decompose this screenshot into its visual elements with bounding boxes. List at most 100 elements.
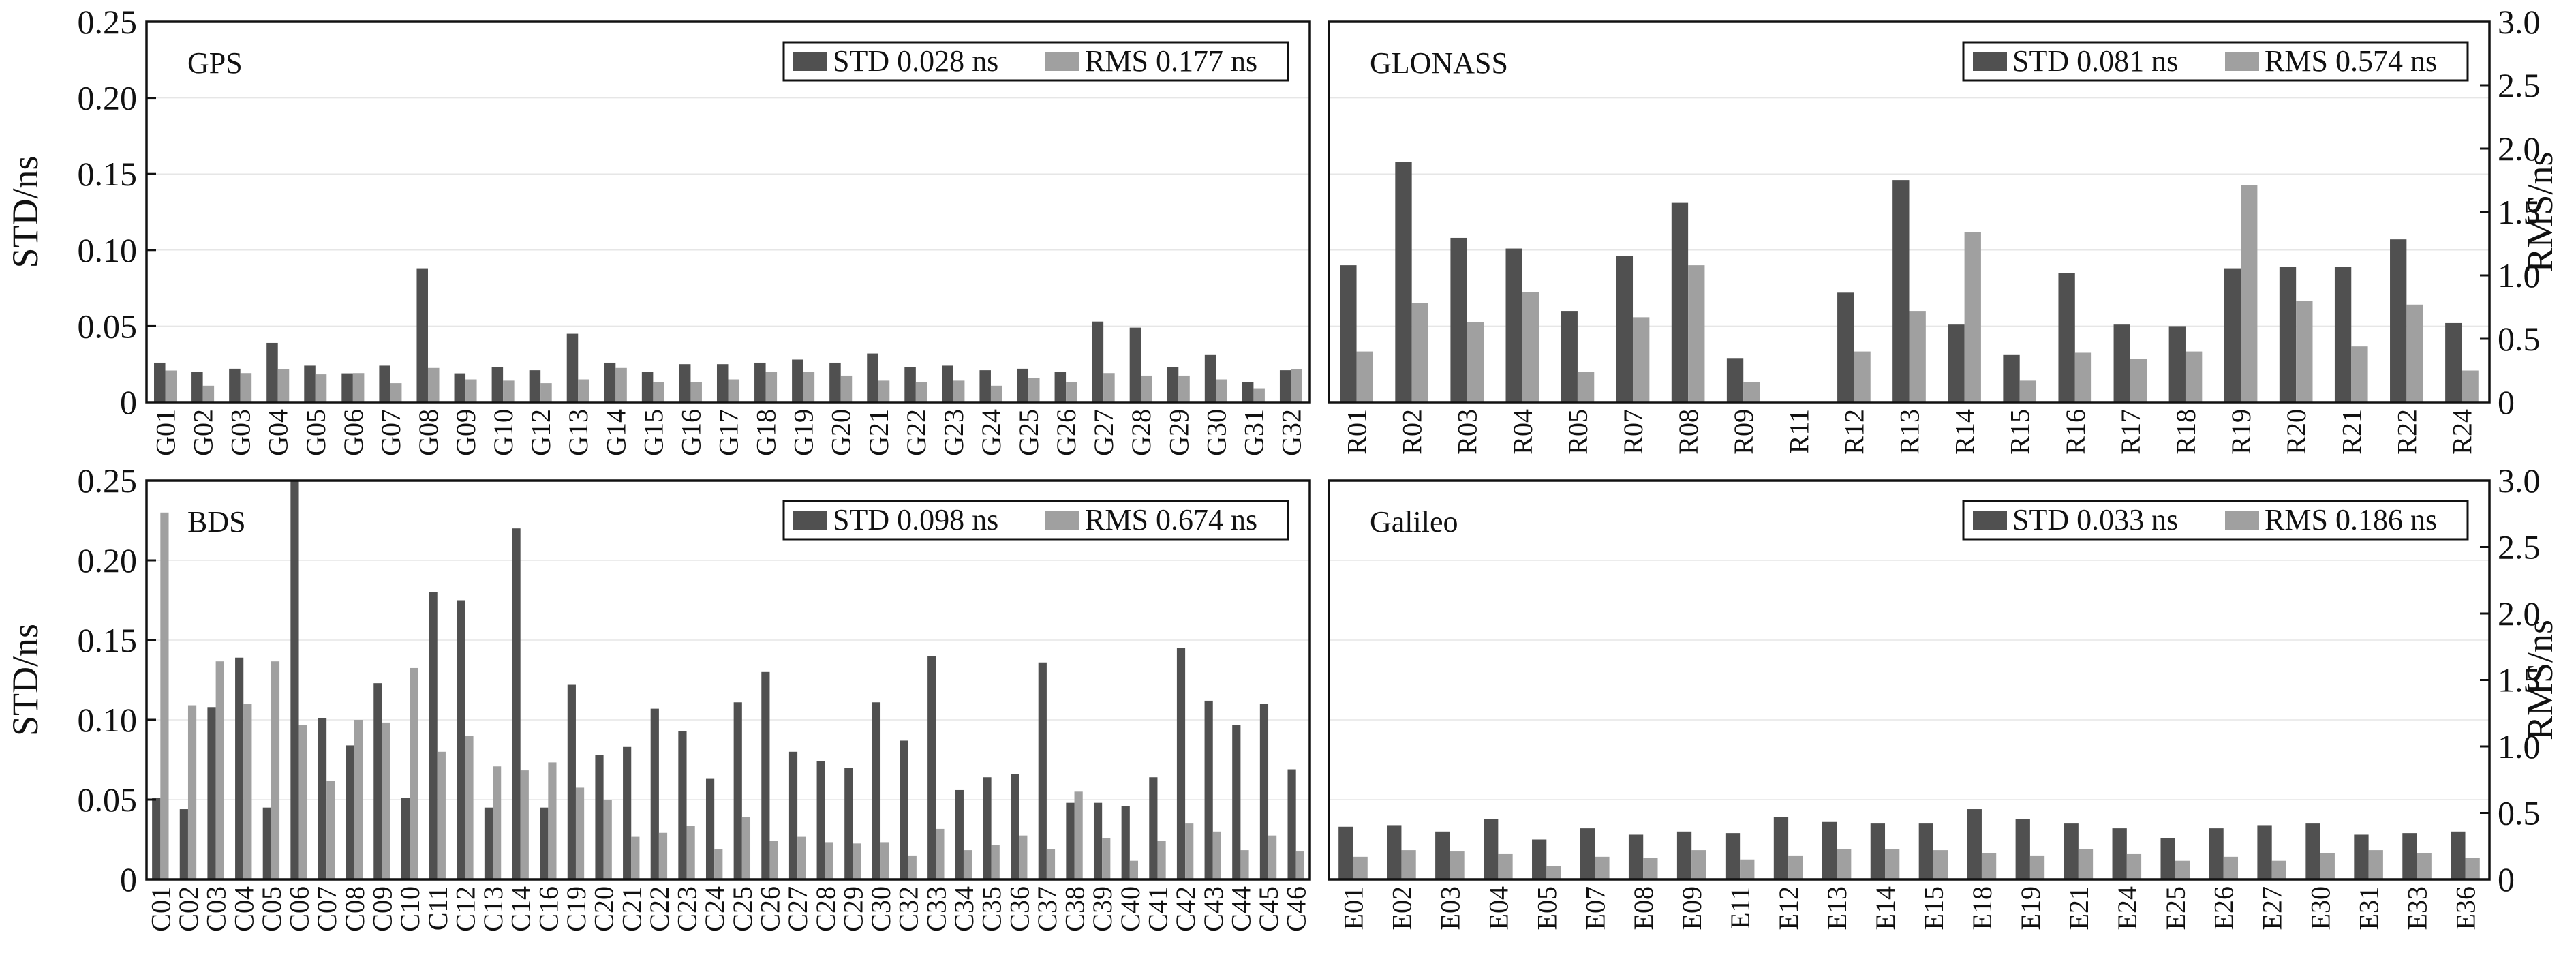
legend-label-std: STD 0.033 ns — [2012, 503, 2178, 536]
x-tick-label: C34 — [949, 886, 979, 932]
bar-rms-E33 — [2417, 853, 2432, 879]
bar-std-C09 — [373, 683, 382, 879]
bar-rms-C42 — [1185, 823, 1194, 879]
bar-std-R05 — [1561, 311, 1578, 402]
bar-std-E27 — [2257, 825, 2272, 879]
bar-rms-R21 — [2351, 346, 2368, 402]
bar-std-R19 — [2224, 268, 2241, 402]
bar-std-C37 — [1038, 662, 1047, 879]
legend-box — [782, 41, 1289, 82]
bar-std-C06 — [290, 481, 299, 879]
x-tick-label: C04 — [228, 886, 259, 932]
bar-std-G04 — [266, 342, 278, 402]
bar-rms-E09 — [1691, 850, 1706, 879]
bar-std-G09 — [454, 373, 466, 402]
bar-rms-G03 — [240, 373, 252, 402]
legend-swatch-rms — [2225, 511, 2259, 530]
x-tick-label: R09 — [1728, 409, 1759, 455]
bar-rms-G24 — [990, 385, 1002, 402]
y-tick-label-left: 0.10 — [78, 701, 138, 739]
bar-std-C36 — [1011, 774, 1019, 879]
bar-rms-R17 — [2130, 359, 2147, 402]
legend-label-rms: RMS 0.186 ns — [2265, 503, 2437, 536]
x-tick-label: G29 — [1163, 409, 1194, 456]
y-tick-label-left: 0.25 — [78, 3, 138, 41]
bar-std-C40 — [1121, 806, 1130, 879]
legend: STD 0.098 ns RMS 0.674 ns — [782, 500, 1289, 541]
x-tick-label: R14 — [1950, 409, 1980, 455]
bar-std-C41 — [1149, 777, 1158, 879]
bar-std-R22 — [2390, 239, 2407, 402]
x-tick-label: R19 — [2226, 409, 2256, 455]
bar-std-G31 — [1242, 382, 1254, 402]
bar-rms-G19 — [803, 372, 815, 402]
bar-rms-C19 — [575, 787, 585, 879]
bar-rms-G07 — [390, 383, 402, 402]
bar-std-R12 — [1837, 292, 1854, 402]
bar-std-G32 — [1279, 370, 1291, 402]
legend-swatch-std — [1973, 52, 2007, 71]
bar-rms-R04 — [1522, 292, 1539, 402]
bar-rms-C05 — [271, 661, 280, 879]
x-tick-label: G16 — [675, 409, 706, 456]
bar-std-E33 — [2402, 833, 2417, 879]
bar-rms-G30 — [1216, 379, 1227, 402]
x-tick-label: R08 — [1673, 409, 1704, 455]
x-tick-label: C09 — [367, 886, 397, 932]
bar-std-C21 — [623, 746, 632, 879]
bar-std-R17 — [2113, 324, 2130, 402]
x-tick-label: E31 — [2354, 886, 2385, 930]
bar-std-E15 — [1918, 823, 1933, 879]
bar-std-R04 — [1505, 248, 1522, 402]
bar-std-G29 — [1167, 367, 1179, 402]
bar-rms-R08 — [1688, 265, 1705, 402]
plot-frame — [145, 479, 1311, 881]
x-tick-label: E18 — [1967, 886, 1997, 930]
bar-std-C35 — [983, 777, 992, 879]
bar-rms-C37 — [1046, 849, 1056, 879]
x-tick-label: G17 — [714, 409, 744, 456]
bar-std-C05 — [262, 807, 271, 879]
bar-rms-G16 — [690, 382, 702, 402]
bar-rms-G01 — [165, 370, 177, 402]
bar-rms-C34 — [963, 850, 972, 879]
x-tick-label: C02 — [173, 886, 204, 932]
bar-std-C08 — [346, 745, 354, 879]
bar-rms-E30 — [2320, 853, 2335, 879]
x-tick-label: C35 — [977, 886, 1007, 932]
bar-rms-C26 — [769, 841, 778, 879]
x-tick-label: G31 — [1238, 409, 1269, 456]
bar-std-C13 — [484, 807, 493, 879]
y-tick-label-right: 2.5 — [2498, 528, 2541, 566]
bar-rms-C03 — [215, 661, 224, 879]
x-tick-label: G25 — [1013, 409, 1044, 456]
bar-std-C10 — [401, 798, 410, 879]
bar-rms-R20 — [2296, 301, 2313, 402]
bar-std-R21 — [2334, 267, 2352, 402]
bar-rms-C11 — [437, 751, 446, 879]
bar-std-E02 — [1387, 825, 1402, 879]
bar-std-G08 — [416, 268, 428, 402]
bar-std-C42 — [1176, 648, 1186, 879]
x-tick-label: C44 — [1225, 886, 1256, 932]
bar-rms-E24 — [2126, 853, 2142, 879]
x-tick-label: R13 — [1895, 409, 1925, 455]
x-tick-label: R04 — [1507, 409, 1538, 455]
bar-rms-C39 — [1102, 838, 1111, 879]
bar-std-G13 — [566, 333, 579, 402]
bar-rms-G31 — [1253, 388, 1265, 402]
x-tick-label: C43 — [1198, 886, 1229, 932]
legend: STD 0.033 ns RMS 0.186 ns — [1962, 500, 2469, 541]
bar-rms-C27 — [797, 836, 806, 879]
x-tick-label: G07 — [375, 409, 406, 456]
bar-rms-R09 — [1743, 382, 1760, 402]
bar-rms-R03 — [1467, 322, 1484, 402]
bar-rms-E27 — [2271, 860, 2286, 879]
bar-std-G28 — [1129, 327, 1141, 402]
x-tick-label: G02 — [188, 409, 219, 456]
bar-rms-G15 — [653, 382, 664, 402]
bar-rms-E02 — [1401, 850, 1416, 879]
bar-rms-G21 — [878, 380, 890, 402]
bar-rms-G26 — [1066, 382, 1077, 402]
